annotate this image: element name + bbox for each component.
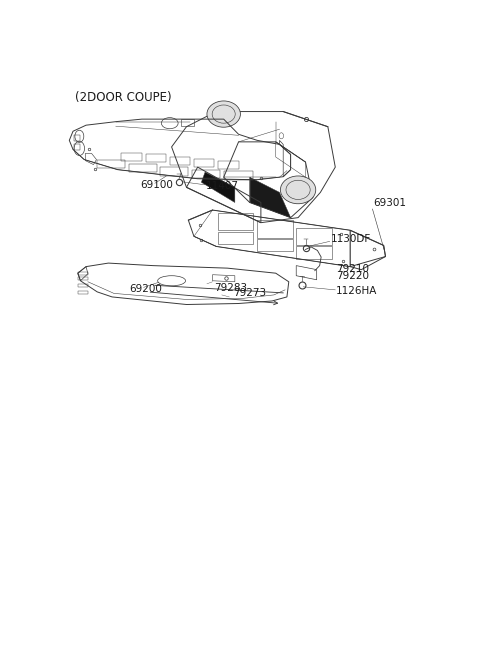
Text: 1126HA: 1126HA (336, 286, 377, 296)
Polygon shape (250, 177, 290, 218)
Text: 79273: 79273 (233, 289, 266, 298)
Text: 69200: 69200 (129, 284, 162, 295)
Text: 79283: 79283 (215, 283, 248, 293)
Ellipse shape (207, 101, 240, 127)
Text: 69301: 69301 (373, 197, 406, 207)
Text: 11407: 11407 (206, 181, 239, 191)
Text: (2DOOR COUPE): (2DOOR COUPE) (75, 91, 171, 104)
Text: 79210: 79210 (336, 264, 369, 274)
Polygon shape (202, 172, 235, 203)
Text: 69100: 69100 (140, 180, 173, 190)
Text: 79220: 79220 (336, 271, 369, 281)
Text: 1130DF: 1130DF (330, 234, 371, 244)
Ellipse shape (280, 176, 316, 204)
